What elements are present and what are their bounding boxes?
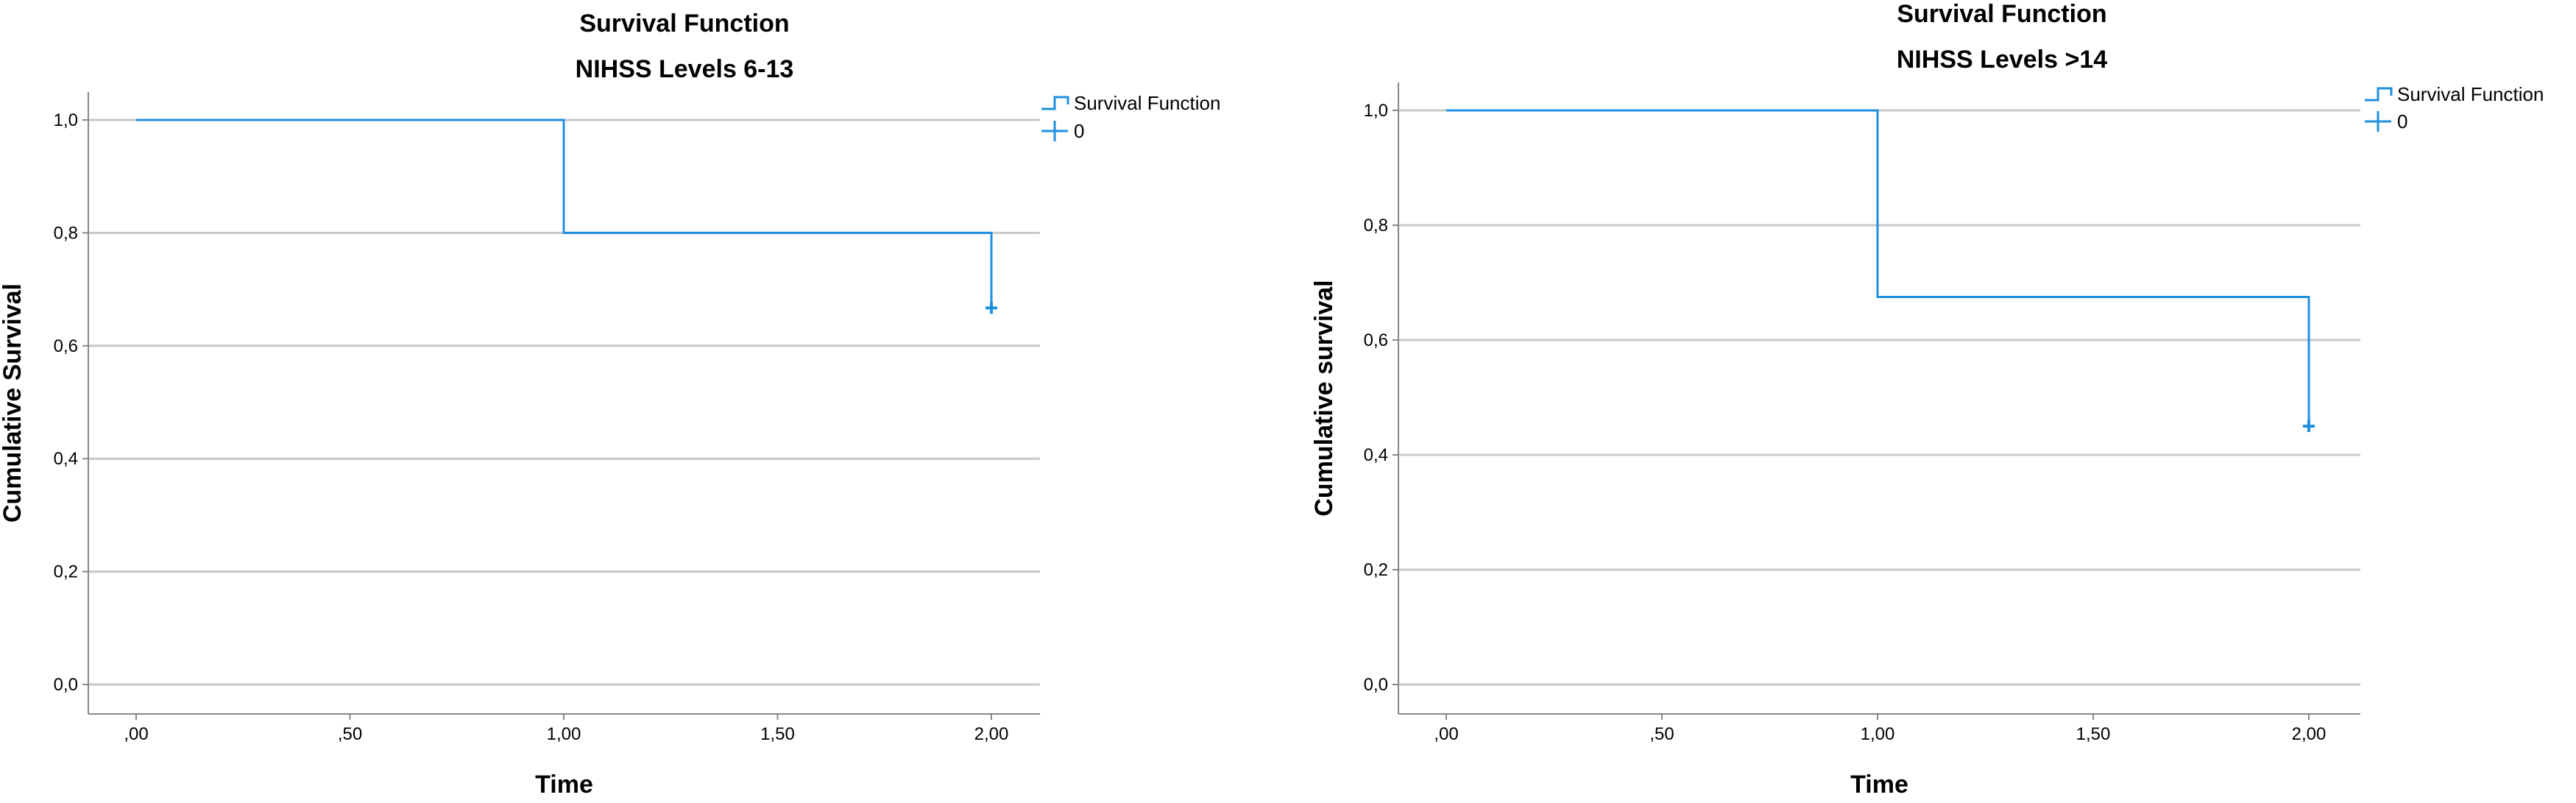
chart-2-x-tick-label: 1,50 [2076,724,2111,744]
chart-1-y-tick-label: 0,8 [54,223,78,243]
chart-1-censored-marker [986,302,997,314]
chart-1-legend-label: 0 [1074,120,1084,142]
chart-2-legend-plus-icon [2365,111,2391,132]
chart-1-y-tick-label: 1,0 [54,110,78,130]
chart-2-legend-step-icon [2365,88,2391,100]
chart-2-legend-label: 0 [2397,110,2407,132]
chart-2-y-tick-label: 0,8 [1364,216,1388,236]
chart-1: Survival Function NIHSS Levels 6-13 0,0 0,2… [0,10,1220,799]
chart-1-x-axis-label: Time [535,771,593,799]
chart-1-y-tick-label: 0,4 [54,449,78,469]
chart-1-x-tick-label: ,50 [338,724,362,744]
chart-2-censored-marker [2303,420,2315,432]
chart-2-title: Survival Function [1897,0,2106,28]
chart-1-x-tick-label: 1,50 [760,724,795,744]
chart-1-y-tick-label: 0,6 [54,336,78,356]
chart-2-y-tick-label: 0,4 [1364,445,1388,465]
chart-2-y-tick-label: 0,2 [1364,560,1388,580]
chart-1-survival-step-line [136,120,991,308]
chart-1-subtitle: NIHSS Levels 6-13 [576,55,794,83]
chart-2-y-axis-label: Cumulative survival [1310,280,1338,516]
chart-2-y-tick-label: 1,0 [1364,101,1388,121]
chart-1-legend-label: Survival Function [1074,92,1220,114]
chart-2-x-tick-label: ,00 [1434,724,1458,744]
chart-2-y-tick-label: 0,6 [1364,330,1388,350]
chart-1-x-tick-label: 1,00 [547,724,581,744]
chart-1-x-tick-label: ,00 [124,724,148,744]
chart-2-survival-step-line [1446,110,2309,426]
chart-2-y-tick-label: 0,0 [1364,675,1388,695]
chart-2-legend-label: Survival Function [2397,83,2544,105]
chart-2-x-tick-label: 1,00 [1861,724,1895,744]
chart-1-y-axis-label: Cumulative Survival [0,283,26,523]
chart-1-y-tick-label: 0,2 [54,562,78,582]
chart-2: Survival Function NIHSS Levels >14 0,0 0,2 0… [1310,0,2544,799]
chart-1-legend-plus-icon [1041,121,1068,141]
chart-2-x-axis-label: Time [1850,771,1908,799]
chart-2-x-tick-label: 2,00 [2292,724,2326,744]
chart-1-x-tick-label: 2,00 [974,724,1009,744]
chart-1-legend-step-icon [1041,97,1068,109]
chart-2-x-tick-label: ,50 [1649,724,1674,744]
chart-1-title: Survival Function [579,10,789,38]
chart-2-subtitle: NIHSS Levels >14 [1897,46,2107,74]
chart-1-y-tick-label: 0,0 [54,675,78,695]
